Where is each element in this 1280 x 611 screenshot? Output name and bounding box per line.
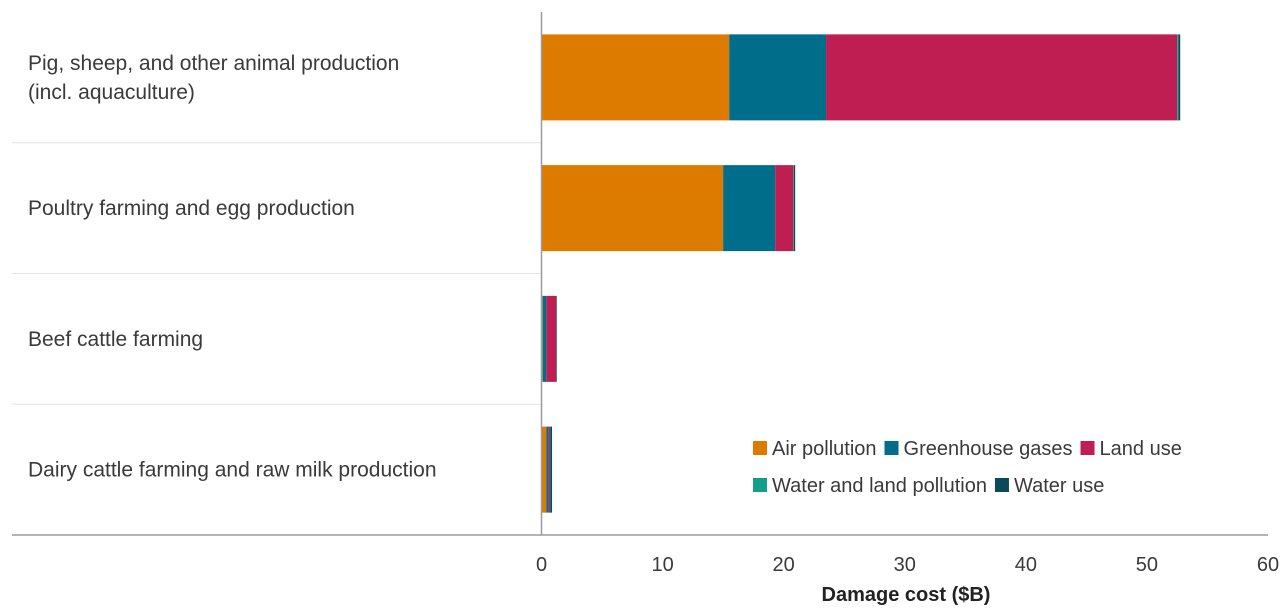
legend-swatch: [753, 478, 767, 492]
category-label: Pig, sheep, and other animal production: [28, 52, 399, 75]
legend-swatch: [994, 478, 1009, 492]
legend-label: Water use: [1014, 475, 1104, 497]
bar-segment: [1178, 34, 1181, 121]
x-tick-label: 0: [536, 554, 547, 576]
bar-segment: [775, 165, 794, 252]
bar-segment: [548, 426, 550, 513]
bar-segment: [793, 165, 796, 252]
bar-segment: [541, 426, 547, 513]
category-label: Dairy cattle farming and raw milk produc…: [28, 459, 437, 482]
legend-label: Land use: [1100, 438, 1182, 460]
legend-label: Greenhouse gases: [904, 438, 1073, 460]
legend-swatch: [884, 441, 899, 455]
x-tick-label: 60: [1257, 554, 1279, 576]
x-tick-label: 20: [773, 554, 795, 576]
row-dividers: [12, 142, 542, 405]
bar-segment: [546, 426, 549, 513]
bar-segment: [793, 165, 794, 252]
bar-segment: [541, 165, 724, 252]
category-labels: Pig, sheep, and other animal production (…: [28, 52, 437, 482]
legend-swatch: [753, 441, 767, 455]
legend: Air pollution Greenhouse gases Land use Wat…: [753, 438, 1182, 497]
legend-swatch: [1080, 441, 1095, 455]
x-tick-labels: 0 10 20 30 40 50 60: [536, 554, 1279, 576]
x-tick-label: 30: [894, 554, 916, 576]
legend-label: Water and land pollution: [772, 475, 987, 497]
bar-segment: [550, 426, 553, 513]
x-tick-label: 10: [651, 554, 673, 576]
category-label: Poultry farming and egg production: [28, 197, 355, 220]
bar-segment: [826, 34, 1178, 121]
bar-segment: [541, 34, 730, 121]
bar-segment: [542, 295, 547, 382]
bar-segment: [1177, 34, 1179, 121]
bar-segment: [729, 34, 827, 121]
bar-segment: [723, 165, 776, 252]
x-tick-label: 40: [1015, 554, 1037, 576]
legend-label: Air pollution: [772, 438, 877, 460]
bars: [541, 34, 1181, 513]
x-axis-title: Damage cost ($B): [822, 584, 991, 606]
bar-segment: [546, 295, 557, 382]
bar-segment: [556, 295, 557, 382]
category-label: Beef cattle farming: [28, 328, 203, 351]
x-tick-label: 50: [1136, 554, 1158, 576]
category-label: (incl. aquaculture): [28, 81, 195, 104]
